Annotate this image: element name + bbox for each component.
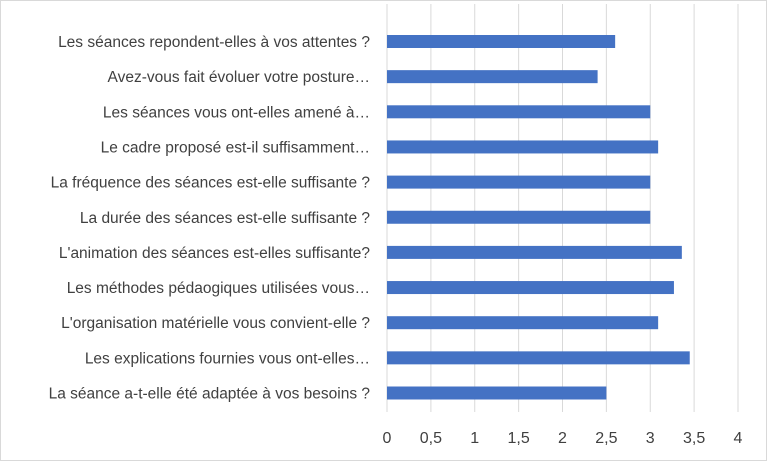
category-label: Les explications fournies vous ont-elles… [85,350,370,367]
x-tick-label: 1,5 [508,430,530,447]
x-tick-label: 3,5 [683,430,705,447]
bars [387,35,690,400]
category-label: L'organisation matérielle vous convient-… [61,315,370,332]
category-label: L'animation des séances est-elles suffis… [59,245,371,262]
category-label: La séance a-t-elle été adaptée à vos bes… [49,386,371,403]
bar [387,351,690,365]
bar [387,35,616,48]
category-label: Avez-vous fait évoluer votre posture… [108,69,370,86]
category-label: Le cadre proposé est-il suffisamment… [101,139,370,156]
category-label: Les séances vous ont-elles amené à… [103,104,370,121]
x-tick-label: 2,5 [595,430,617,447]
bar [387,140,659,154]
category-label: Les séances repondent-elles à vos attent… [58,34,370,51]
x-tick-label: 4 [734,430,743,447]
x-tick-label: 2 [558,430,567,447]
category-label: La durée des séances est-elle suffisante… [80,210,370,227]
bar [387,316,659,330]
x-tick-label: 0 [383,430,392,447]
bar [387,105,651,119]
bar [387,281,674,295]
x-axis-tick-labels: 0 0,5 1 1,5 2 2,5 3 3,5 4 [383,430,743,447]
bar [387,386,607,400]
x-tick-label: 0,5 [420,430,442,447]
category-label: Les méthodes pédaogiques utilisées vous… [67,280,370,297]
x-tick-label: 1 [470,430,479,447]
bar [387,70,598,84]
gridlines [386,4,739,412]
category-labels: Les séances repondent-elles à vos attent… [49,34,371,403]
x-tick-label: 3 [646,430,655,447]
bar [387,210,651,224]
category-label: La fréquence des séances est-elle suffis… [51,175,371,192]
bar [387,245,682,259]
bar [387,175,651,189]
